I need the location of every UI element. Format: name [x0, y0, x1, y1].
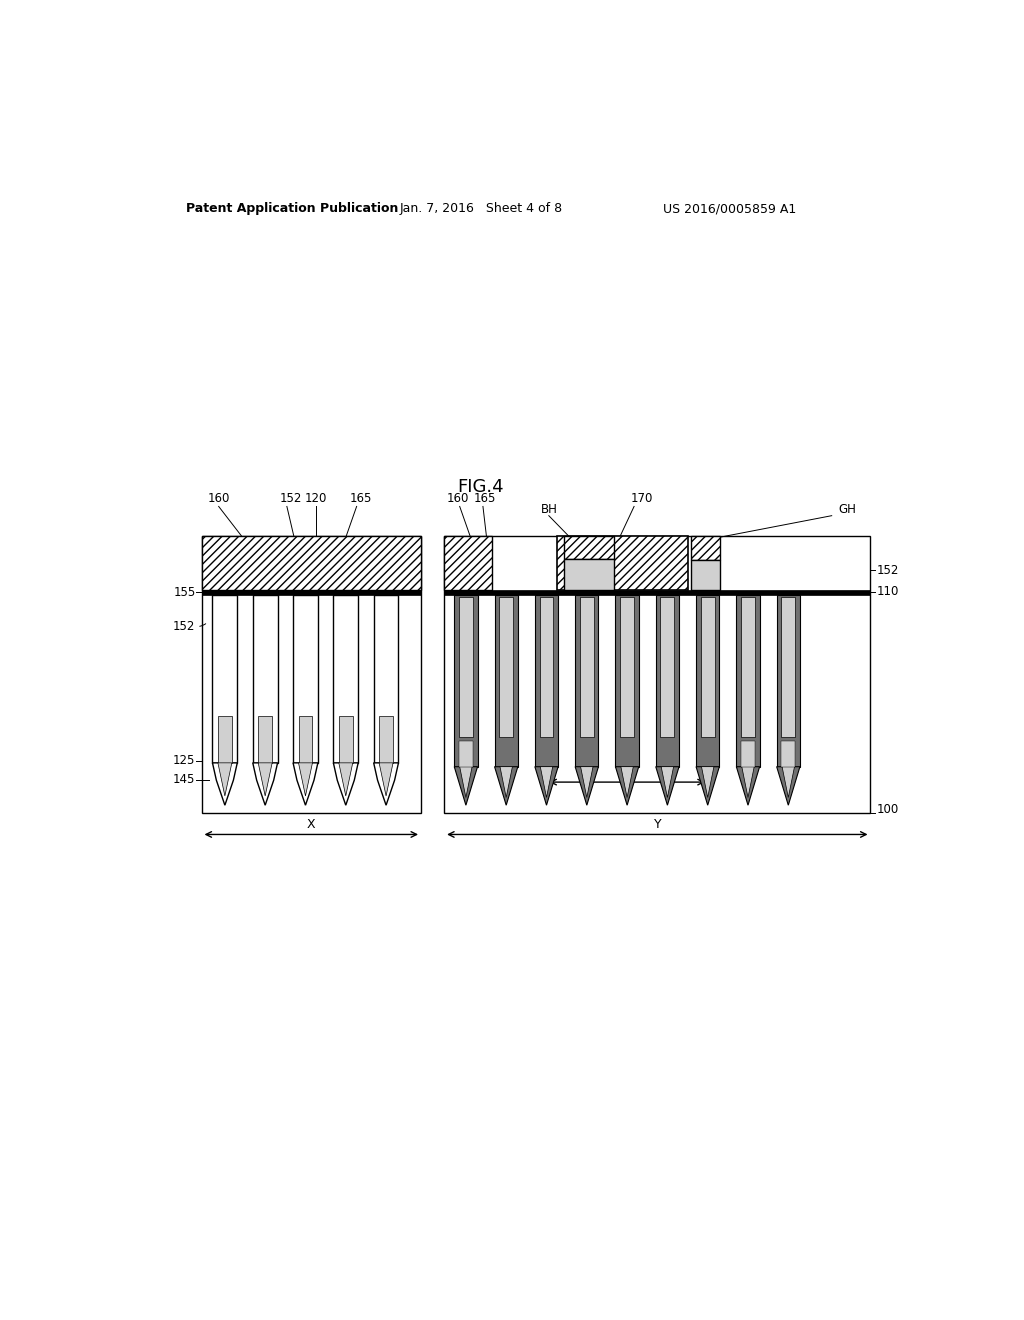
Bar — [781, 741, 796, 767]
Polygon shape — [495, 767, 518, 805]
Bar — [690, 560, 720, 590]
Polygon shape — [581, 767, 593, 797]
Bar — [615, 595, 639, 767]
Bar — [374, 595, 398, 763]
Polygon shape — [696, 767, 719, 805]
Bar — [444, 536, 493, 590]
Text: Y: Y — [653, 818, 662, 832]
Bar — [781, 597, 796, 738]
Polygon shape — [782, 767, 795, 797]
Bar — [212, 595, 238, 763]
Bar — [557, 536, 688, 590]
Bar — [218, 715, 231, 763]
Bar — [299, 715, 312, 763]
Polygon shape — [541, 767, 553, 797]
Bar — [500, 597, 513, 738]
Text: FIG.4: FIG.4 — [458, 478, 504, 496]
Polygon shape — [575, 767, 598, 805]
Bar — [293, 595, 317, 763]
Polygon shape — [535, 767, 558, 805]
Text: D: D — [261, 612, 269, 623]
Bar — [564, 558, 614, 590]
Text: D: D — [462, 607, 470, 616]
Bar — [540, 597, 554, 738]
Text: US 2016/0005859 A1: US 2016/0005859 A1 — [663, 202, 796, 215]
Bar — [459, 741, 473, 767]
Polygon shape — [299, 763, 312, 796]
Text: 152: 152 — [280, 492, 302, 506]
Polygon shape — [662, 767, 674, 797]
Text: BH: BH — [541, 503, 557, 516]
Bar — [444, 536, 870, 813]
Text: 100: 100 — [877, 803, 899, 816]
Bar — [444, 590, 870, 595]
Polygon shape — [379, 763, 393, 796]
Bar — [741, 597, 755, 738]
Polygon shape — [253, 763, 278, 805]
Polygon shape — [339, 763, 352, 796]
Text: 165: 165 — [473, 492, 496, 506]
Text: 145: 145 — [173, 774, 196, 787]
Text: GP: GP — [618, 766, 636, 779]
Polygon shape — [455, 767, 477, 805]
Text: 125: 125 — [173, 754, 196, 767]
Polygon shape — [615, 767, 639, 805]
Text: 160: 160 — [208, 492, 229, 506]
Text: X: X — [306, 818, 315, 832]
Bar — [741, 741, 755, 767]
Polygon shape — [218, 763, 231, 796]
Bar — [334, 595, 358, 763]
Bar — [690, 536, 720, 560]
Text: 170: 170 — [631, 492, 653, 506]
Polygon shape — [212, 763, 238, 805]
Polygon shape — [655, 767, 679, 805]
Text: 152: 152 — [173, 620, 196, 634]
Polygon shape — [334, 763, 358, 805]
Text: 165: 165 — [349, 492, 372, 506]
Bar — [258, 715, 272, 763]
Polygon shape — [776, 767, 800, 805]
Text: 110: 110 — [877, 585, 899, 598]
Bar — [621, 597, 634, 738]
Bar — [655, 595, 679, 767]
Bar — [379, 715, 393, 763]
Bar — [776, 595, 800, 767]
Polygon shape — [741, 767, 755, 797]
Text: GH: GH — [839, 503, 856, 516]
Bar — [535, 595, 558, 767]
Polygon shape — [621, 767, 633, 797]
Text: 155: 155 — [173, 586, 196, 599]
Polygon shape — [736, 767, 760, 805]
Polygon shape — [293, 763, 317, 805]
Bar — [736, 595, 760, 767]
Bar — [202, 536, 421, 813]
Bar — [455, 595, 477, 767]
Bar — [253, 595, 278, 763]
Bar — [564, 536, 614, 558]
Text: D: D — [342, 612, 350, 623]
Bar — [202, 590, 421, 595]
Text: 120: 120 — [305, 492, 328, 506]
Bar — [700, 597, 715, 738]
Bar — [495, 595, 518, 767]
Bar — [202, 536, 421, 590]
Polygon shape — [460, 767, 472, 797]
Text: 152: 152 — [877, 564, 899, 577]
Polygon shape — [374, 763, 398, 805]
Text: 160: 160 — [446, 492, 469, 506]
Bar — [459, 597, 473, 738]
Text: Patent Application Publication: Patent Application Publication — [186, 202, 398, 215]
Text: D: D — [301, 612, 309, 623]
Bar — [339, 715, 352, 763]
Bar — [575, 595, 598, 767]
Text: Jan. 7, 2016   Sheet 4 of 8: Jan. 7, 2016 Sheet 4 of 8 — [399, 202, 562, 215]
Bar — [696, 595, 719, 767]
Polygon shape — [701, 767, 714, 797]
Bar — [580, 597, 594, 738]
Bar — [660, 597, 675, 738]
Polygon shape — [500, 767, 512, 797]
Polygon shape — [258, 763, 272, 796]
